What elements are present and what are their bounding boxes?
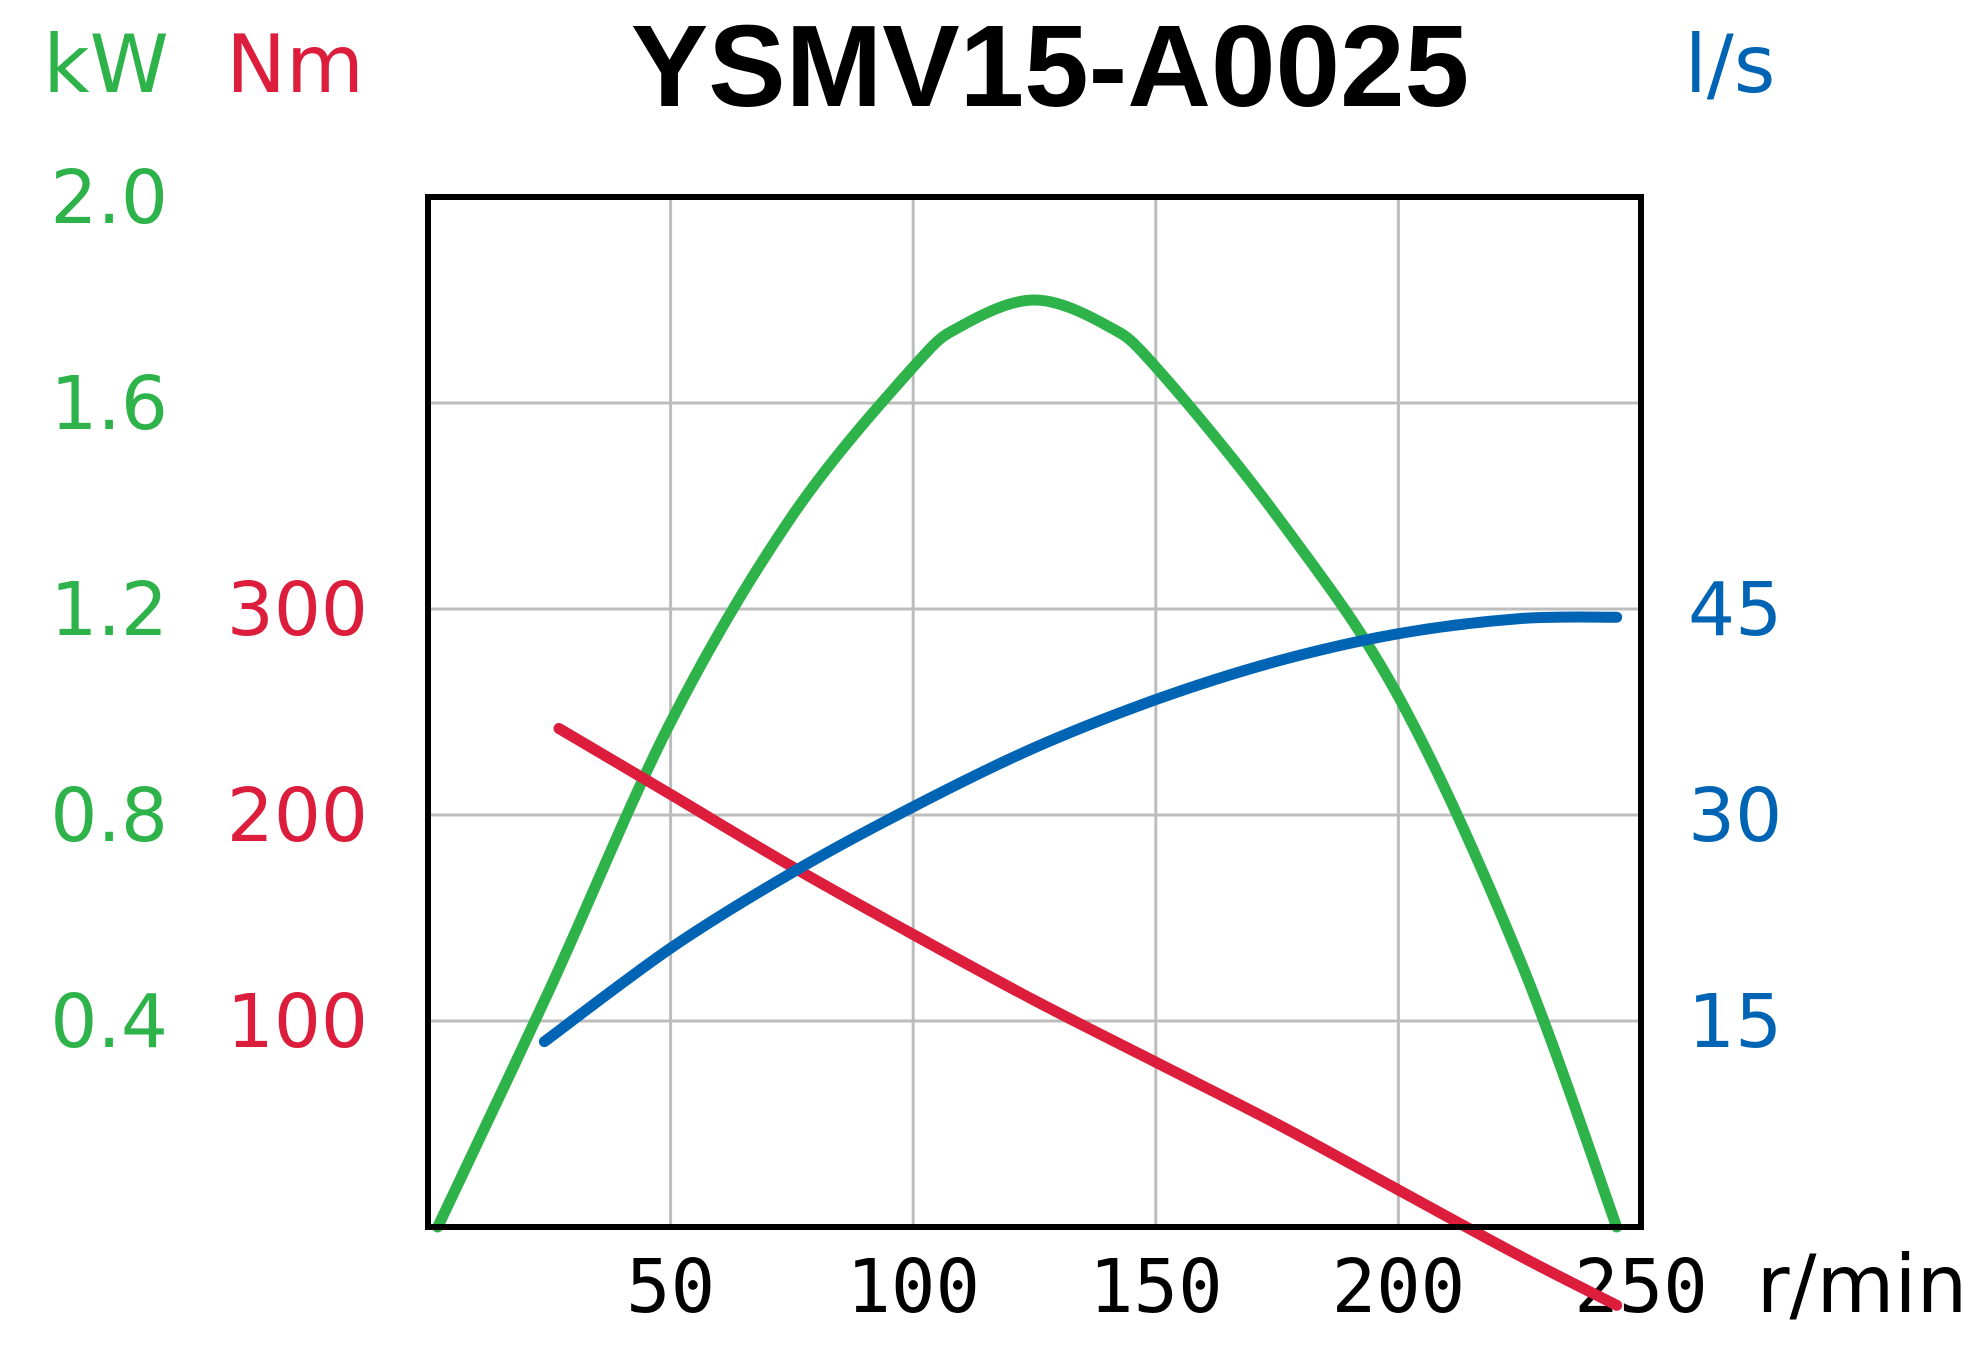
power-tick-label: 0.4 [50, 979, 168, 1065]
power-tick-label: 1.6 [50, 361, 168, 447]
series-layer [432, 294, 1623, 1311]
x-axis-label: r/min [1757, 1238, 1968, 1331]
x-tick-label: 50 [626, 1244, 715, 1330]
chart-title: YSMV15-A0025 [631, 1, 1469, 131]
torque-tick-labels: 100 200 300 [227, 567, 368, 1065]
power-tick-labels: 0.4 0.8 1.2 1.6 2.0 [50, 155, 168, 1065]
flow-unit-label: l/s [1685, 18, 1776, 111]
plot-frame [425, 194, 1644, 1230]
power-series-line [432, 294, 1623, 1233]
x-tick-label: 150 [1089, 1244, 1223, 1330]
power-tick-label: 1.2 [50, 567, 168, 653]
x-tick-label: 250 [1574, 1244, 1708, 1330]
flow-tick-labels: 15 30 45 [1688, 567, 1782, 1065]
x-tick-label: 100 [846, 1244, 980, 1330]
grid [428, 197, 1641, 1227]
flow-series-line [538, 611, 1623, 1048]
power-tick-label: 2.0 [50, 155, 168, 241]
flow-tick-label: 15 [1688, 979, 1782, 1065]
torque-tick-label: 100 [227, 979, 368, 1065]
torque-tick-label: 200 [227, 773, 368, 859]
flow-tick-label: 30 [1688, 773, 1782, 859]
torque-series-line [553, 723, 1623, 1311]
power-unit-label: kW [43, 18, 168, 111]
x-tick-labels: 50 100 150 200 250 [626, 1244, 1708, 1330]
x-tick-label: 200 [1332, 1244, 1466, 1330]
power-tick-label: 0.8 [50, 773, 168, 859]
flow-tick-label: 45 [1688, 567, 1782, 653]
torque-tick-label: 300 [227, 567, 368, 653]
torque-unit-label: Nm [226, 18, 364, 111]
